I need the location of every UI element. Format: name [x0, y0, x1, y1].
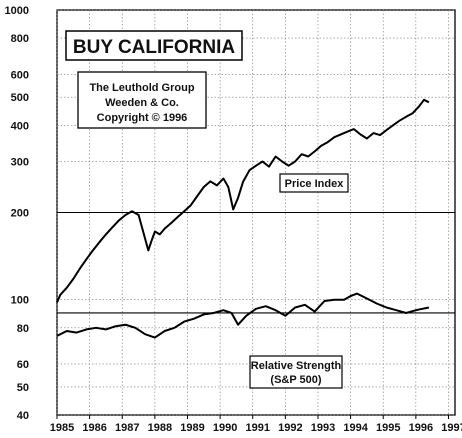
y-tick-label: 1000: [5, 5, 29, 17]
y-tick-label: 50: [17, 382, 29, 394]
chart-title: BUY CALIFORNIA: [73, 37, 235, 58]
x-tick-label: 1991: [245, 422, 269, 434]
y-tick-label: 40: [17, 410, 29, 422]
x-tick-label: 1995: [376, 422, 400, 434]
y-tick-label: 300: [11, 156, 29, 168]
y-tick-label: 60: [17, 359, 29, 371]
title-box: BUY CALIFORNIA: [65, 30, 243, 61]
y-tick-label: 500: [11, 92, 29, 104]
x-tick-label: 1986: [82, 422, 106, 434]
reference-lines: [57, 211, 455, 314]
x-tick-label: 1996: [409, 422, 433, 434]
y-tick-label: 600: [11, 69, 29, 81]
x-tick-label: 1994: [343, 422, 368, 434]
relative-strength-label-line-2: (S&P 500): [270, 374, 321, 386]
price-index-label-text: Price Index: [285, 178, 345, 190]
relative-strength-label: Relative Strength (S&P 500): [249, 355, 343, 389]
y-tick-label: 100: [11, 295, 29, 307]
x-tick-label: 1987: [115, 422, 139, 434]
y-tick-label: 80: [17, 323, 29, 335]
x-tick-label: 1992: [278, 422, 302, 434]
credit-line-1: The Leuthold Group: [89, 82, 194, 94]
credit-box: The Leuthold Group Weeden & Co. Copyrigh…: [77, 71, 207, 129]
x-tick-label: 1993: [311, 422, 335, 434]
y-axis: 40 50 60 80 100 200 300 400 500 600 800 1000: [5, 5, 29, 422]
y-tick-label: 400: [11, 120, 29, 132]
x-tick-label: 1997: [441, 422, 462, 434]
x-axis: 1985 1986 1987 1988 1989 1990 1991 1992 1993 1994…: [50, 415, 462, 434]
series: [56, 98, 430, 339]
y-tick-label: 800: [11, 33, 29, 45]
price-index-line: [56, 98, 430, 303]
credit-line-2: Weeden & Co.: [105, 97, 179, 109]
x-tick-label: 1989: [180, 422, 204, 434]
y-tick-label: 200: [11, 208, 29, 220]
relative-strength-line: [56, 292, 430, 339]
x-tick-label: 1988: [148, 422, 172, 434]
x-tick-label: 1985: [50, 422, 74, 434]
price-index-label: Price Index: [279, 173, 349, 193]
credit-line-3: Copyright © 1996: [97, 112, 188, 124]
x-tick-label: 1990: [213, 422, 237, 434]
relative-strength-label-line-1: Relative Strength: [251, 360, 342, 372]
